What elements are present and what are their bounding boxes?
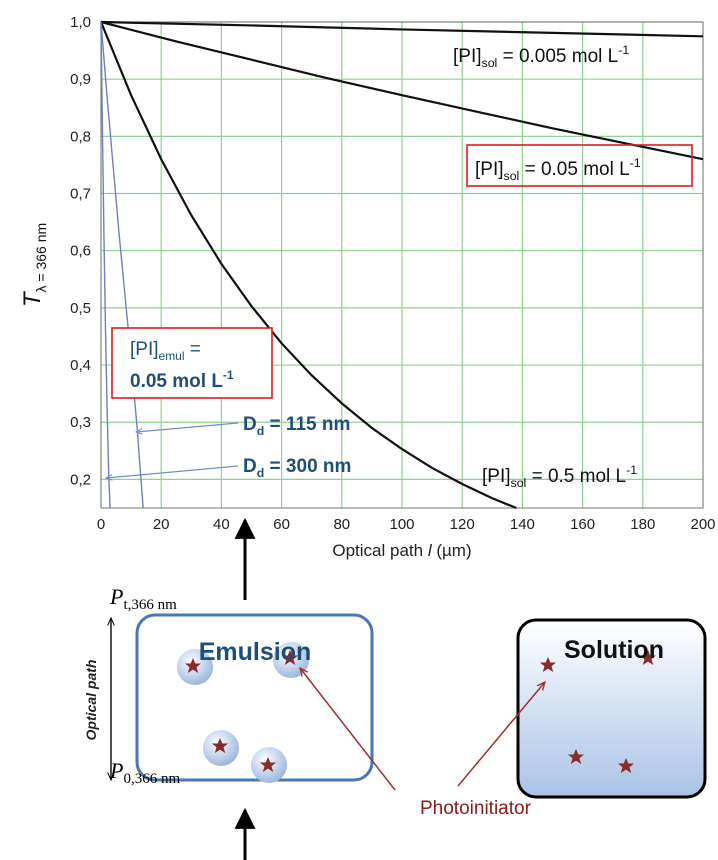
symbol: P <box>109 584 123 609</box>
emulsion-label: Emulsion <box>199 638 312 666</box>
x-tick-label: 80 <box>333 516 350 533</box>
label-main: T <box>19 290 46 307</box>
label-main: [PI] <box>453 46 482 67</box>
pointer <box>457 682 545 787</box>
label-text: = 0.05 mol L <box>519 159 629 180</box>
y-tick-label: 0,3 <box>70 414 91 431</box>
plot: 0 20 40 60 80 100 120 140 160 180 200 0,2 0,3 0,4 0,5 0… <box>19 14 716 560</box>
curve <box>100 21 111 509</box>
label-sub: sol <box>511 476 527 490</box>
highlight-box <box>111 327 273 399</box>
diagram: Emulsion Solution Photoinitiator Optical… <box>83 517 707 860</box>
optical-path-label: Optical path <box>83 660 99 741</box>
label-text: = 300 nm <box>264 456 351 477</box>
symbol: P <box>109 758 123 783</box>
x-tick-label: 60 <box>273 516 290 533</box>
solution-label: Solution <box>564 636 664 664</box>
label-sub: sol <box>482 56 498 70</box>
annotation: [PI]emul = <box>130 339 201 363</box>
x-axis-title: Optical path l (µm) <box>332 541 471 560</box>
label-sub: d <box>257 466 265 480</box>
x-tick-label: 20 <box>153 516 170 533</box>
series-label: [PI]sol = 0.005 mol L-1 <box>453 43 629 70</box>
label-sup: -1 <box>223 368 234 382</box>
label-text: = 115 nm <box>264 414 350 435</box>
x-tick-label: 200 <box>690 516 715 533</box>
y-tick-label: 0,2 <box>70 471 91 488</box>
y-tick-label: 0,6 <box>70 243 91 260</box>
series-label: [PI]sol = 0.5 mol L-1 <box>482 463 637 490</box>
y-tick-label: 0,4 <box>70 357 91 374</box>
label-main: [PI] <box>475 159 504 180</box>
curve <box>100 20 704 38</box>
x-tick-label: 100 <box>389 516 414 533</box>
y-tick-label: 0,7 <box>70 186 91 203</box>
droplets <box>177 642 309 783</box>
curve <box>99 21 517 510</box>
y-tick-label: 1,0 <box>70 14 91 31</box>
highlight-box <box>466 144 693 187</box>
series-label: Dd = 115 nm <box>243 414 350 438</box>
series-label: [PI]sol = 0.05 mol L-1 <box>475 156 641 183</box>
y-tick-label: 0,9 <box>70 71 91 88</box>
curve <box>100 21 144 509</box>
curve <box>100 20 704 161</box>
y-tick-label: 0,5 <box>70 300 91 317</box>
label-unit: (µm) <box>432 541 472 560</box>
power-in: P0,366 nm <box>109 758 180 787</box>
solution-box <box>516 618 707 799</box>
subscript: 0,366 nm <box>123 771 180 787</box>
x-tick-label: 0 <box>97 516 105 533</box>
subscript: t,366 nm <box>123 597 177 613</box>
x-tick-label: 160 <box>570 516 595 533</box>
label-text: = 0.5 mol L <box>526 466 626 487</box>
label-main: [PI] <box>130 339 159 360</box>
label-main: [PI] <box>482 466 511 487</box>
label-sub: λ = 366 nm <box>33 223 49 293</box>
x-tick-label: 180 <box>630 516 655 533</box>
x-tick-label: 140 <box>510 516 535 533</box>
power-out: Pt,366 nm <box>109 584 177 613</box>
pointer <box>106 465 239 478</box>
label-text: = <box>185 339 201 360</box>
label-sub: sol <box>504 169 520 183</box>
label-sup: -1 <box>618 43 629 57</box>
plot-frame <box>100 21 704 509</box>
photoinitiator-label: Photoinitiator <box>420 798 532 819</box>
annotation: 0.05 mol L-1 <box>130 368 234 392</box>
pointer <box>136 422 239 432</box>
label-italic: l <box>428 541 433 560</box>
x-tick-label: 40 <box>213 516 230 533</box>
label-text: Optical path <box>332 541 427 560</box>
y-axis-title: Tλ = 366 nm <box>19 223 49 307</box>
x-tick-label: 120 <box>450 516 475 533</box>
label-text: = 0.005 mol L <box>497 46 618 67</box>
series-label: Dd = 300 nm <box>243 456 351 480</box>
label-main: D <box>243 456 257 477</box>
label-sub: emul <box>159 349 185 363</box>
y-tick-label: 0,8 <box>70 128 91 145</box>
label-sup: -1 <box>626 463 637 477</box>
label-main: D <box>243 414 257 435</box>
label-sup: -1 <box>630 156 641 170</box>
pointer <box>300 668 396 791</box>
label-text: 0.05 mol L <box>130 371 223 392</box>
label-sub: d <box>257 424 265 438</box>
